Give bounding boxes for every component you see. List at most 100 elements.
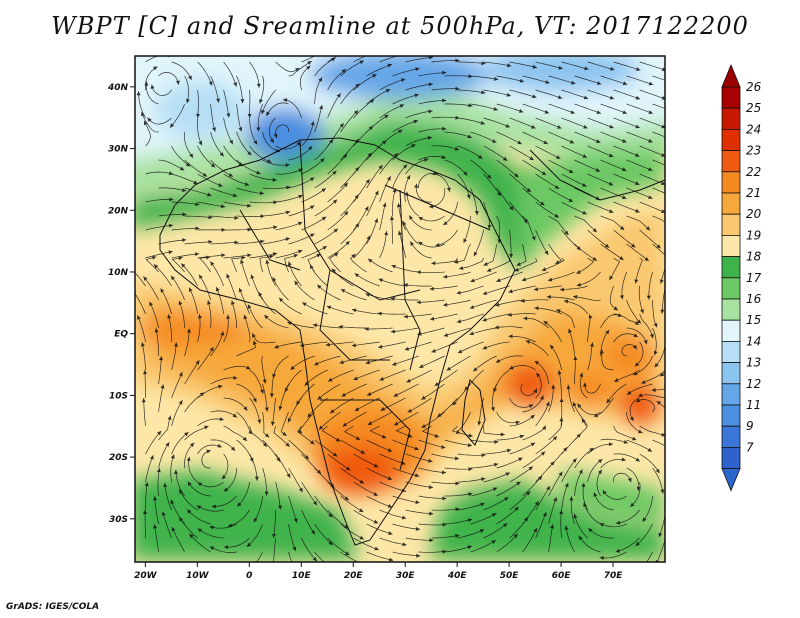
streamline-arrow: [195, 226, 200, 231]
streamline: [587, 145, 614, 158]
streamline: [587, 173, 614, 186]
streamline-arrow: [515, 420, 520, 425]
streamline: [338, 326, 367, 329]
streamline: [635, 523, 653, 547]
streamline-arrow: [623, 440, 628, 444]
streamline: [297, 425, 315, 445]
streamline: [613, 61, 641, 71]
streamline-arrow: [226, 113, 231, 118]
streamline: [679, 188, 705, 200]
streamline-arrow: [193, 180, 198, 185]
streamline: [155, 328, 159, 356]
streamline-arrow: [593, 492, 598, 497]
streamline-arrow: [247, 151, 252, 156]
streamline: [436, 397, 458, 418]
streamline-arrow: [128, 265, 132, 269]
streamline: [470, 271, 497, 283]
streamline: [340, 523, 365, 540]
streamline-arrow: [157, 430, 162, 436]
streamline: [639, 425, 665, 436]
streamline-arrow: [655, 468, 660, 474]
streamline: [262, 186, 291, 190]
streamline: [613, 425, 637, 441]
streamline-arrow: [573, 513, 578, 519]
streamline-arrow: [413, 119, 418, 124]
streamline-arrow: [581, 418, 586, 423]
streamline: [613, 313, 640, 326]
streamline-arrow: [154, 264, 159, 269]
streamline-arrow: [260, 389, 264, 394]
streamline: [186, 509, 211, 525]
streamline: [614, 369, 640, 383]
streamline-arrow: [597, 469, 602, 475]
streamline: [403, 313, 432, 318]
streamline-arrow: [583, 95, 589, 100]
streamline-arrow: [617, 313, 623, 317]
streamline-arrow: [605, 330, 610, 335]
streamline: [379, 369, 406, 381]
streamline: [327, 240, 350, 259]
streamline: [666, 454, 685, 475]
streamline: [600, 243, 624, 261]
streamline-arrow: [149, 455, 154, 460]
streamline: [652, 187, 665, 194]
streamline: [390, 327, 419, 333]
streamline: [404, 341, 432, 351]
streamline: [496, 506, 519, 525]
streamline: [418, 241, 445, 248]
streamline: [392, 495, 420, 504]
streamline: [561, 229, 582, 251]
streamline: [272, 276, 289, 301]
streamline: [327, 369, 354, 382]
streamline: [353, 369, 380, 381]
streamline: [679, 132, 705, 142]
streamline-arrow: [483, 262, 488, 266]
streamline-arrow: [517, 140, 522, 145]
streamline: [509, 365, 536, 371]
streamline: [223, 314, 229, 343]
streamline: [393, 411, 419, 426]
streamline-arrow: [632, 436, 637, 441]
streamline-arrow: [380, 407, 386, 411]
streamline-arrow: [544, 109, 549, 114]
streamline-arrow: [373, 463, 379, 468]
streamline-arrow: [608, 153, 614, 158]
streamline-arrow: [557, 370, 562, 375]
streamline: [561, 201, 587, 215]
lat-tick-label: EQ: [114, 330, 128, 340]
streamline: [236, 75, 244, 104]
streamline-arrow: [188, 75, 192, 80]
streamline: [470, 487, 498, 497]
streamline-arrow: [492, 487, 498, 492]
colorbar-label: 7: [746, 440, 754, 454]
streamline: [364, 327, 393, 330]
streamline: [496, 411, 520, 424]
streamline: [535, 461, 555, 483]
streamline: [264, 314, 289, 329]
streamline-arrow: [638, 393, 643, 398]
streamline-arrow: [365, 293, 370, 297]
streamline-arrow: [186, 456, 191, 462]
streamline: [407, 397, 432, 413]
streamline: [458, 257, 484, 270]
lon-tick-label: 20W: [134, 571, 158, 581]
streamline: [249, 369, 264, 394]
streamline-arrow: [171, 275, 175, 281]
streamline-arrow: [477, 421, 482, 426]
streamline: [626, 103, 654, 114]
streamline: [340, 138, 360, 161]
streamline: [626, 299, 642, 324]
streamline: [301, 537, 318, 562]
streamline-arrow: [696, 229, 700, 233]
streamline-arrow: [393, 421, 399, 426]
streamline-arrow: [224, 545, 229, 550]
streamline: [158, 442, 170, 469]
streamline-arrow: [306, 65, 311, 70]
streamline-arrow: [285, 210, 291, 215]
streamline: [379, 509, 407, 519]
streamline: [184, 215, 213, 218]
streamline: [366, 523, 393, 535]
streamline-arrow: [266, 111, 270, 116]
streamline-arrow: [528, 466, 533, 471]
streamline-arrow: [355, 83, 360, 88]
